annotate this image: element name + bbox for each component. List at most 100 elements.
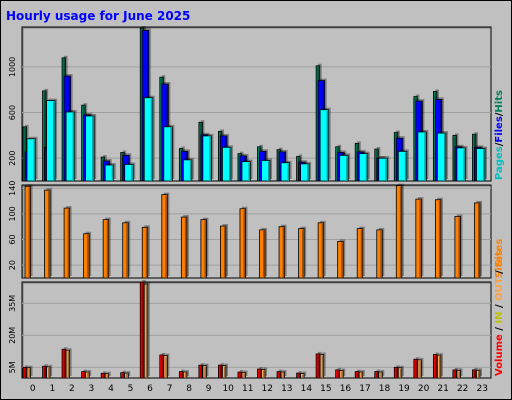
bar-edge-2-1-13 — [282, 373, 285, 377]
bar-edge-2-0-13 — [278, 372, 281, 377]
bar-edge-2-0-5 — [122, 373, 124, 377]
bar-sites-8 — [180, 216, 188, 279]
ytick-2-0: 5M — [8, 361, 17, 373]
bar-edge-2-1-21 — [438, 356, 441, 377]
bar-edge-2-1-1 — [48, 367, 50, 377]
bar-sites-4 — [102, 219, 110, 279]
bar-edge-2-0-11 — [239, 373, 241, 377]
bar-edge-2-1-15 — [321, 355, 324, 377]
bar-sites-5 — [122, 222, 129, 279]
bar-edge-0-2-11 — [248, 162, 250, 180]
legend-files: Files — [494, 116, 505, 142]
xtick-20: 20 — [418, 384, 430, 394]
bar-edge-2-0-1 — [44, 367, 46, 377]
bar-sites-20 — [415, 198, 422, 279]
ytick-2-1: 20M — [8, 327, 17, 344]
bar-edge-1-0-14 — [302, 229, 304, 277]
bar-edge-0-2-18 — [385, 159, 387, 180]
bar-edge-0-2-8 — [189, 160, 192, 180]
bar-pages-11 — [241, 161, 251, 182]
xtick-6: 6 — [147, 384, 153, 394]
bar-sites-22 — [454, 216, 461, 279]
bar-pages-7 — [163, 126, 173, 182]
bar-edge-2-1-2 — [67, 351, 70, 377]
xtick-1: 1 — [49, 384, 55, 394]
bar-sites-2 — [63, 207, 71, 279]
bar-edge-1-0-13 — [282, 227, 285, 277]
bar-edge-0-2-5 — [131, 165, 133, 180]
bar-edge-2-0-6 — [141, 283, 144, 377]
bar-edge-2-1-5 — [126, 374, 128, 377]
bar-sites-16 — [337, 241, 344, 279]
bar-edge-0-2-9 — [209, 136, 211, 180]
xtick-23: 23 — [477, 384, 488, 394]
bar-pages-15 — [319, 109, 330, 182]
hits-files-pages-panel: 200 600 1000 — [8, 26, 492, 182]
bar-edge-2-0-18 — [376, 372, 378, 377]
bar-sites-18 — [376, 229, 383, 279]
xtick-14: 14 — [301, 384, 313, 394]
bar-sites-21 — [434, 199, 442, 279]
bar-edge-2-0-7 — [161, 355, 163, 377]
bar-edge-0-2-20 — [424, 132, 426, 180]
bar-edge-0-2-21 — [443, 134, 446, 180]
bar-edge-1-0-0 — [28, 187, 31, 277]
bar-pages-14 — [300, 163, 310, 182]
bar-pages-19 — [397, 150, 408, 182]
bar-edge-1-0-16 — [341, 242, 343, 277]
legend-in: IN — [494, 311, 505, 323]
bar-edge-2-1-12 — [263, 370, 265, 377]
xtick-3: 3 — [89, 384, 95, 394]
bar-edge-1-0-2 — [67, 209, 70, 277]
xtick-0: 0 — [30, 384, 36, 394]
bar-edge-2-0-23 — [474, 370, 476, 377]
legend-volume: Volume — [494, 334, 505, 376]
bar-pages-10 — [222, 146, 232, 182]
ytick-1-0: 20 — [8, 260, 17, 270]
bar-edge-1-0-6 — [145, 228, 148, 277]
bar-pages-18 — [378, 157, 388, 182]
bar-edge-2-1-23 — [478, 371, 480, 377]
bar-sites-11 — [239, 208, 246, 279]
x-axis-hours: 0 1 2 3 4 5 6 7 8 9 10 11 12 13 14 15 16 17 18 19 20 21 22 23 — [30, 384, 488, 394]
plot-area-0 — [21, 26, 492, 182]
xtick-5: 5 — [128, 384, 134, 394]
xtick-12: 12 — [262, 384, 273, 394]
bar-edge-1-0-9 — [204, 220, 206, 277]
xtick-19: 19 — [398, 384, 410, 394]
xtick-13: 13 — [281, 384, 292, 394]
bar-pages-12 — [261, 160, 271, 182]
bar-edge-0-2-19 — [404, 152, 407, 180]
bar-sites-3 — [83, 233, 90, 279]
bar-edge-1-0-18 — [380, 230, 382, 277]
bar-edge-1-0-21 — [438, 200, 441, 277]
xtick-21: 21 — [437, 384, 448, 394]
bar-edge-1-0-8 — [184, 218, 187, 277]
xtick-7: 7 — [167, 384, 173, 394]
bar-edge-0-2-13 — [287, 163, 290, 180]
bar-edge-2-1-0 — [28, 368, 31, 377]
bar-sites-12 — [259, 229, 266, 279]
bar-pages-3 — [85, 115, 95, 182]
bar-edge-2-0-0 — [24, 368, 27, 377]
bar-edge-0-2-23 — [483, 149, 485, 180]
bar-edge-2-1-4 — [106, 374, 109, 377]
bar-edge-2-1-20 — [419, 360, 421, 377]
bar-edge-0-2-15 — [326, 110, 329, 180]
bar-edge-1-0-7 — [165, 195, 167, 277]
bar-edge-2-0-9 — [200, 366, 202, 377]
bar-edge-1-0-12 — [263, 230, 265, 277]
legend-top: Pages/Files/Hits — [494, 90, 505, 180]
bar-edge-0-2-3 — [92, 116, 94, 180]
bar-edge-0-2-22 — [463, 148, 465, 180]
bar-edge-2-1-14 — [302, 374, 304, 377]
ytick-0-1: 600 — [8, 105, 17, 120]
bar-pages-1 — [46, 100, 56, 182]
bar-sites-23 — [474, 202, 481, 279]
bar-edge-2-0-21 — [434, 355, 437, 377]
ytick-1-3: 140 — [8, 181, 17, 196]
bar-edge-2-1-10 — [223, 366, 226, 377]
bar-edge-1-0-1 — [48, 191, 50, 277]
bar-edge-1-0-17 — [360, 229, 363, 277]
